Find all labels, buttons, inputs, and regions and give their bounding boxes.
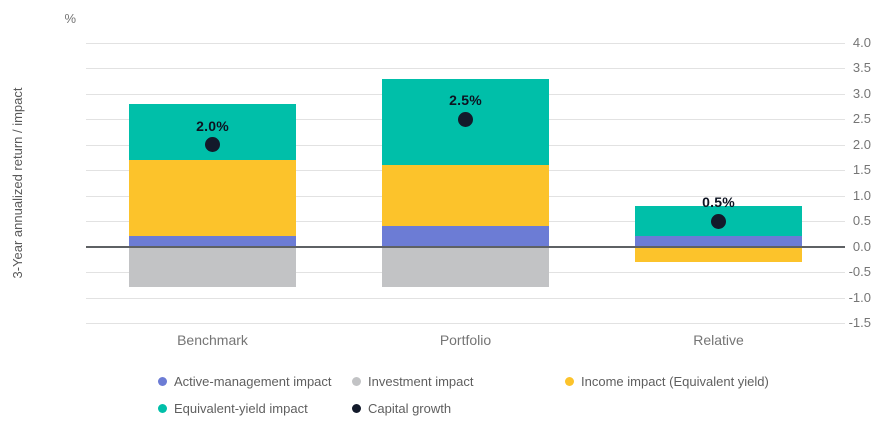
gridline (86, 297, 845, 299)
legend-swatch-icon (352, 377, 361, 386)
y-tick-label: 3.5 (852, 60, 871, 76)
y-tick-label: 1.5 (852, 162, 871, 178)
legend-item: Investment impact (352, 374, 565, 389)
legend-item: Income impact (Equivalent yield) (565, 374, 769, 389)
y-tick-label: -1.0 (848, 289, 871, 305)
y-tick-label: 0.0 (852, 238, 871, 254)
y-tick-label: 1.0 (852, 187, 871, 203)
capital-growth-dot (711, 213, 726, 229)
legend-label: Capital growth (368, 401, 452, 416)
legend-item: Capital growth (352, 401, 565, 416)
chart-legend: Active-management impact Investment impac… (158, 368, 858, 422)
capital-growth-dot (458, 111, 473, 127)
y-tick-label: 3.0 (852, 85, 871, 101)
y-tick-label: 0.5 (852, 213, 871, 229)
category-label: Relative (693, 332, 744, 348)
legend-label: Income impact (Equivalent yield) (581, 374, 769, 389)
bar-segment (635, 236, 802, 247)
legend-label: Equivalent-yield impact (174, 401, 308, 416)
bar-segment (129, 236, 296, 247)
bar-segment (382, 226, 549, 247)
bar-segment (382, 246, 549, 288)
gridline (86, 68, 845, 70)
legend-swatch-icon (565, 377, 574, 386)
y-axis-title: 3-Year annualized return / impact (10, 87, 25, 279)
bar-segment (635, 246, 802, 262)
gridline (86, 43, 845, 44)
y-tick-label: 2.0 (852, 136, 871, 152)
plot-area: 2.0% 2.5% 0.5% (86, 43, 845, 324)
bar-segment (129, 160, 296, 237)
y-tick-label: -0.5 (848, 264, 871, 280)
legend-item: Equivalent-yield impact (158, 401, 352, 416)
bar-segment (129, 246, 296, 288)
capital-growth-dot (205, 137, 220, 153)
legend-swatch-icon (158, 377, 167, 386)
gridline (86, 323, 845, 324)
capital-growth-value-label: 2.5% (449, 92, 482, 109)
bar-segment (382, 165, 549, 227)
legend-label: Investment impact (368, 374, 474, 389)
y-axis-unit-label: % (64, 11, 76, 26)
category-label: Portfolio (439, 332, 492, 348)
legend-label: Active-management impact (174, 374, 332, 389)
legend-swatch-icon (158, 404, 167, 413)
y-tick-label: -1.5 (848, 315, 871, 330)
capital-growth-value-label: 0.5% (702, 194, 735, 211)
category-label: Benchmark (177, 332, 248, 348)
capital-growth-value-label: 2.0% (196, 117, 229, 134)
y-tick-label: 2.5 (852, 111, 871, 127)
legend-swatch-icon (352, 404, 361, 413)
y-tick-label: 4.0 (852, 35, 871, 50)
legend-row: Equivalent-yield impact Capital growth (158, 395, 858, 422)
legend-item: Active-management impact (158, 374, 352, 389)
zero-baseline (86, 245, 845, 248)
legend-row: Active-management impact Investment impac… (158, 368, 858, 395)
